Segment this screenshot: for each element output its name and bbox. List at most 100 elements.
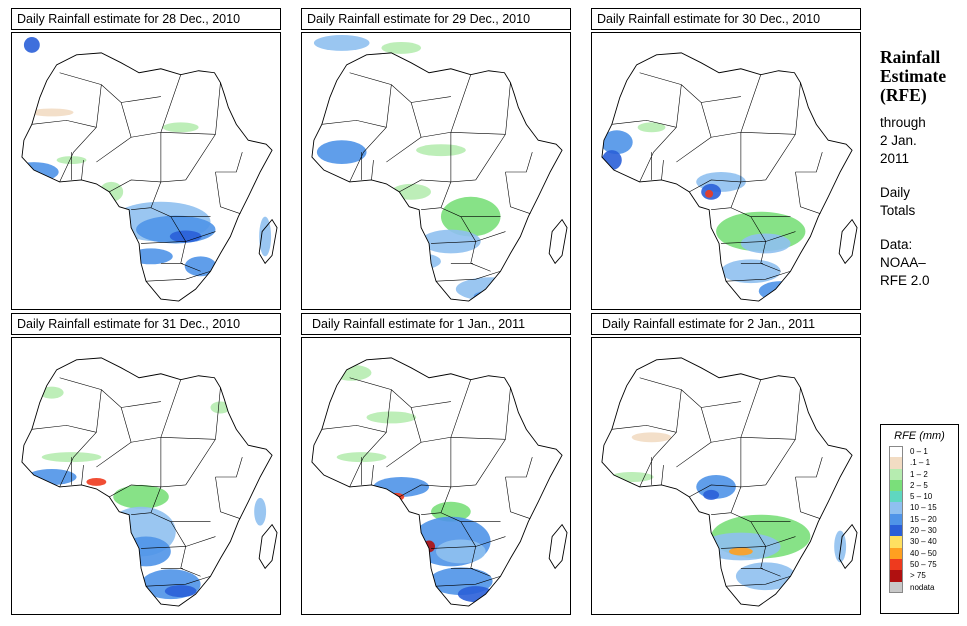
rain-patch — [401, 253, 441, 270]
rain-patches — [331, 364, 552, 603]
map-panel-jan2: Daily Rainfall estimate for 2 Jan., 2011 — [591, 313, 861, 615]
rain-patch — [39, 386, 64, 399]
legend-label: 2 – 5 — [910, 480, 928, 490]
legend-item: 2 – 5 — [889, 479, 958, 492]
text-line: 2011 — [880, 151, 910, 166]
legend-label: 1 – 2 — [910, 469, 928, 479]
sidebar-info: Rainfall Estimate (RFE) through 2 Jan. 2… — [880, 48, 965, 290]
legend-label: > 75 — [910, 571, 926, 581]
rain-patch — [457, 586, 494, 603]
rain-patch — [313, 35, 370, 51]
legend-swatch — [889, 513, 903, 526]
text-line: NOAA– — [880, 255, 926, 270]
rain-patch — [210, 401, 231, 414]
map-panel-dec30: Daily Rainfall estimate for 30 Dec., 201… — [591, 8, 861, 310]
rain-patch — [455, 277, 526, 302]
through-date: through 2 Jan. 2011 — [880, 114, 965, 168]
rain-patch — [381, 41, 422, 54]
africa-map — [601, 357, 858, 607]
rain-patches — [21, 108, 249, 277]
madagascar-outline — [838, 523, 858, 570]
ocean-rain — [834, 530, 847, 563]
legend-item: 40 – 50 — [889, 547, 958, 559]
rain-patch — [740, 233, 791, 254]
text-line: Data: — [880, 237, 913, 252]
rain-patch — [366, 411, 417, 424]
data-source: Data: NOAA– RFE 2.0 — [880, 236, 965, 290]
legend-item: .1 – 1 — [889, 457, 958, 469]
rain-patch — [539, 524, 552, 549]
coastline — [311, 357, 563, 607]
legend-label: 50 – 75 — [910, 559, 937, 569]
rain-patch — [510, 66, 531, 79]
legend-item: nodata — [889, 581, 958, 593]
title-line: (RFE) — [880, 85, 927, 105]
rain-patch — [473, 290, 518, 302]
legend-swatch — [889, 491, 903, 503]
ocean-rain — [23, 37, 272, 257]
rain-patch — [601, 130, 633, 155]
rain-patch — [29, 108, 74, 117]
rain-patch — [721, 259, 781, 284]
rain-patch — [822, 227, 839, 256]
rain-patch — [532, 217, 549, 246]
rain-patches — [601, 53, 839, 302]
legend-swatch — [889, 558, 903, 571]
legend-item: 5 – 10 — [889, 491, 958, 503]
rain-patches — [21, 357, 231, 600]
legend-swatch — [889, 570, 903, 582]
map-panel-dec31: Daily Rainfall estimate for 31 Dec., 201… — [11, 313, 281, 615]
legend-item: 1 – 2 — [889, 468, 958, 480]
rain-patch — [21, 162, 59, 182]
rain-patch — [164, 585, 197, 598]
country-borders — [611, 72, 823, 282]
rain-patch — [21, 357, 42, 378]
madagascar-outline — [548, 218, 568, 265]
ocean-rain — [254, 497, 267, 526]
title-line: Rainfall — [880, 47, 941, 67]
country-borders — [321, 72, 533, 282]
product-title: Rainfall Estimate (RFE) — [880, 48, 965, 105]
coastline — [21, 52, 273, 302]
totals-label: Daily Totals — [880, 184, 965, 220]
rain-patch — [760, 596, 841, 607]
rainfall-map — [301, 32, 571, 310]
rain-patch — [834, 530, 847, 563]
rain-patch — [121, 536, 171, 567]
legend-swatch — [889, 468, 903, 480]
ocean-rain — [313, 35, 422, 54]
rainfall-map — [301, 337, 571, 615]
title-line: Estimate — [880, 66, 947, 86]
legend-label: nodata — [910, 582, 935, 592]
legend-item: 20 – 30 — [889, 525, 958, 537]
madagascar-outline — [258, 218, 278, 265]
panel-title: Daily Rainfall estimate for 2 Jan., 2011 — [591, 313, 861, 335]
rain-patches — [316, 66, 549, 302]
rain-patch — [162, 122, 199, 133]
map-panel-dec28: Daily Rainfall estimate for 28 Dec., 201… — [11, 8, 281, 310]
legend-label: 40 – 50 — [910, 548, 937, 558]
africa-map — [601, 52, 858, 302]
africa-map — [21, 357, 278, 607]
rain-patch — [421, 229, 481, 254]
legend-item: 50 – 75 — [889, 558, 958, 571]
coastline — [601, 357, 853, 607]
legend-swatch — [889, 525, 903, 537]
legend-label: 0 – 1 — [910, 447, 928, 456]
rainfall-map — [11, 32, 281, 310]
rain-patch — [802, 53, 819, 82]
legend-swatch — [889, 457, 903, 469]
africa-map — [311, 357, 568, 607]
legend-swatch — [889, 446, 903, 458]
coastline — [311, 52, 563, 302]
country-borders — [611, 377, 823, 587]
rain-patch — [388, 492, 405, 501]
text-line: Totals — [880, 203, 916, 218]
rain-patch — [416, 144, 466, 157]
legend-item: 30 – 40 — [889, 536, 958, 548]
rain-patch — [728, 547, 753, 556]
text-line: 2 Jan. — [880, 133, 917, 148]
map-panel-dec29: Daily Rainfall estimate for 29 Dec., 201… — [301, 8, 571, 310]
panel-title: Daily Rainfall estimate for 31 Dec., 201… — [11, 313, 281, 335]
